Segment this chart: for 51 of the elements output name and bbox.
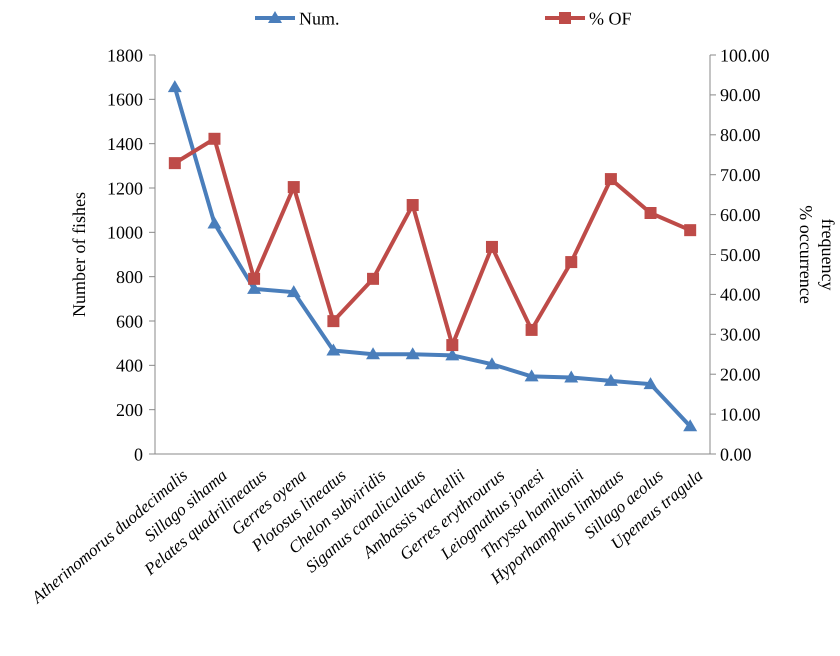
y2-tick-label: 20.00 (720, 364, 760, 384)
point (526, 324, 538, 336)
y-tick-label: 600 (116, 311, 143, 332)
y-tick-label: 0 (134, 444, 143, 464)
point (288, 181, 300, 194)
point (168, 80, 182, 92)
y2-axis-title: % occurrence frequency (796, 205, 838, 304)
y2-tick-label: 40.00 (720, 284, 760, 305)
y-tick-label: 1400 (107, 134, 143, 154)
y-tick-label: 1000 (107, 222, 143, 243)
legend-label: Num. (299, 8, 340, 28)
point (644, 207, 657, 220)
point (604, 173, 617, 186)
y2-tick-label: 60.00 (720, 204, 760, 225)
point (207, 216, 222, 228)
y-tick-label: 1200 (107, 178, 143, 198)
y-tick-label: 800 (116, 266, 143, 287)
point (286, 285, 301, 298)
point (486, 240, 498, 253)
y-tick-label: 200 (116, 400, 143, 420)
point (326, 343, 340, 356)
legend-label: % OF (589, 8, 632, 28)
y2-tick-label: 90.00 (720, 85, 760, 106)
point (446, 339, 458, 352)
point (564, 370, 578, 383)
point (406, 347, 420, 360)
y2-tick-label: 50.00 (720, 244, 760, 265)
y2-tick-label: 0.00 (720, 444, 752, 464)
point (208, 132, 220, 145)
y2-tick-label: 80.00 (720, 125, 760, 146)
y2-tick-label: 100.00 (720, 45, 770, 66)
point (684, 224, 696, 236)
point (565, 256, 578, 268)
point (644, 377, 658, 390)
point (604, 374, 618, 386)
point (367, 272, 380, 285)
point (327, 315, 340, 328)
point (484, 357, 499, 370)
point (524, 369, 539, 382)
point (406, 199, 419, 212)
y2-tick-label: 30.00 (720, 324, 760, 345)
point (366, 347, 380, 360)
y-axis-title: Number of fishes (69, 192, 89, 317)
y2-tick-label: 70.00 (720, 165, 760, 185)
point (168, 157, 181, 170)
point (683, 419, 698, 432)
y-tick-label: 1600 (107, 90, 143, 110)
point (248, 272, 260, 285)
y2-tick-label: 10.00 (720, 404, 760, 424)
y-tick-label: 400 (116, 356, 143, 376)
y-tick-label: 1800 (107, 45, 143, 66)
